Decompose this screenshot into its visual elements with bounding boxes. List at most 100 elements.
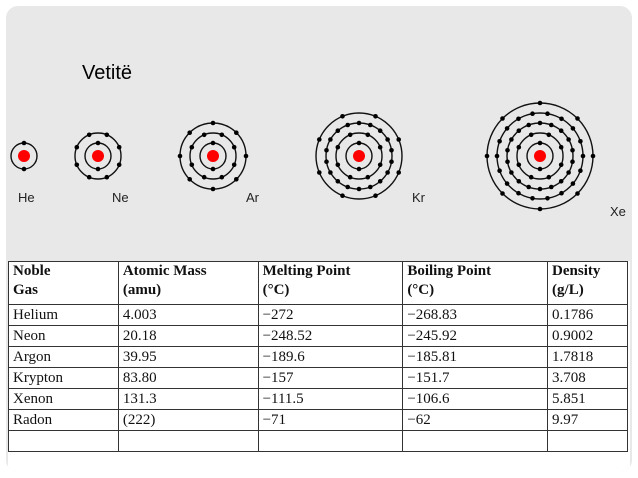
electron-dot <box>210 186 216 192</box>
electron-dot <box>509 170 514 175</box>
header-line: Noble <box>13 263 51 279</box>
electron-dot <box>505 148 510 153</box>
noble-gas-table-container: Noble Gas Atomic Mass (amu) Melting Point (… <box>8 261 630 472</box>
electron-shell <box>516 132 564 180</box>
electron-dot <box>497 168 502 173</box>
table-cell: 20.18 <box>117 325 259 347</box>
electron-dot <box>497 139 502 144</box>
atom-label: Ar <box>246 190 260 205</box>
table-row: Neon 20.18 −248.52 −245.92 0.9002 <box>8 325 628 347</box>
electron-dot <box>328 137 333 142</box>
electron-dot <box>347 132 353 138</box>
electron-dot <box>528 132 534 138</box>
table-cell: Radon <box>8 409 119 431</box>
table-cell: −189.6 <box>257 346 404 368</box>
electron-dot <box>328 170 333 175</box>
electron-dot <box>377 179 383 184</box>
electron-dot <box>335 179 341 184</box>
electron-dot <box>526 122 531 128</box>
electron-dot <box>578 139 583 144</box>
electron-dot <box>516 116 521 122</box>
electron-dot <box>365 174 371 180</box>
electron-dot <box>95 166 101 172</box>
electron-dot <box>95 140 101 146</box>
electron-dot <box>356 140 362 146</box>
slide: Vetitë He Ne Ar Kr Xe Noble Gas Atomic Mass (a… <box>6 6 632 472</box>
electron-dot <box>86 132 92 138</box>
electron-dot <box>558 179 564 184</box>
atom-kr: Kr <box>315 112 426 205</box>
electron-dot <box>504 126 510 131</box>
electron-dot <box>570 159 575 164</box>
table-cell: −71 <box>257 409 404 431</box>
header-line: (°C) <box>407 282 435 298</box>
table-cell: 1.7818 <box>547 346 628 368</box>
header-line: Gas <box>13 282 39 298</box>
electron-dot <box>559 190 564 196</box>
electron-dot <box>210 166 216 172</box>
electron-dot <box>373 193 378 198</box>
electron-dot <box>537 206 543 212</box>
electron-dot <box>500 116 505 121</box>
header-line: (amu) <box>122 282 162 298</box>
electron-dot <box>189 144 195 150</box>
electron-dot <box>516 128 522 133</box>
table-cell: Neon <box>8 325 119 347</box>
atom-ne: Ne <box>74 132 129 205</box>
table-cell: Krypton <box>8 367 119 389</box>
electron-dot <box>86 174 92 180</box>
electron-dot <box>377 128 383 133</box>
electron-shell <box>315 112 403 200</box>
table-cell <box>402 430 549 452</box>
electron-dot <box>116 144 122 150</box>
table-cell: −268.83 <box>402 304 549 326</box>
electron-dot <box>234 130 239 135</box>
electron-dot <box>528 174 534 180</box>
table-cell: −248.52 <box>257 325 404 347</box>
electron-dot <box>494 153 500 159</box>
electron-dot <box>219 174 225 180</box>
electron-dot <box>484 153 490 159</box>
electron-dot <box>537 100 543 106</box>
table-cell: −157 <box>257 367 404 389</box>
electron-dot <box>389 159 394 164</box>
electron-dot <box>219 132 225 138</box>
electron-dot <box>104 174 110 180</box>
electron-dot <box>340 193 345 198</box>
electron-dot <box>385 137 390 142</box>
electron-dot <box>345 184 351 190</box>
electron-dot <box>558 128 564 133</box>
electron-dot <box>504 181 510 186</box>
header-line: (°C) <box>262 282 290 298</box>
table-cell: −62 <box>402 409 549 431</box>
electron-dot <box>116 162 122 168</box>
table-header-row: Noble Gas Atomic Mass (amu) Melting Point (… <box>8 261 628 305</box>
electron-dot <box>546 132 552 138</box>
electron-dot <box>575 116 580 121</box>
electron-dot <box>537 140 543 146</box>
electron-dot <box>516 162 522 168</box>
electron-dot <box>365 132 371 138</box>
electron-dot <box>537 166 543 172</box>
electron-dot <box>570 148 575 153</box>
electron-dot <box>324 148 329 153</box>
table-cell: 4.003 <box>117 304 259 326</box>
atom-label: He <box>18 190 35 205</box>
electron-dot <box>558 162 564 168</box>
table-row: Xenon 131.3 −111.5 −106.6 5.851 <box>8 388 628 410</box>
table-cell <box>547 430 628 452</box>
table-cell: −151.7 <box>402 367 549 389</box>
electron-dot <box>356 166 362 172</box>
electron-shell <box>189 132 237 180</box>
electron-dot <box>546 174 552 180</box>
electron-dot <box>177 153 183 159</box>
atom-xe: Xe <box>484 100 626 219</box>
table-row: Radon (222) −71 −62 9.97 <box>8 409 628 431</box>
electron-dot <box>356 120 362 126</box>
electron-dot <box>505 159 510 164</box>
electron-dot <box>340 114 345 119</box>
electron-dot <box>210 120 216 126</box>
atom-label: Ne <box>112 190 129 205</box>
electron-dot <box>356 186 362 192</box>
electron-dot <box>377 162 383 168</box>
